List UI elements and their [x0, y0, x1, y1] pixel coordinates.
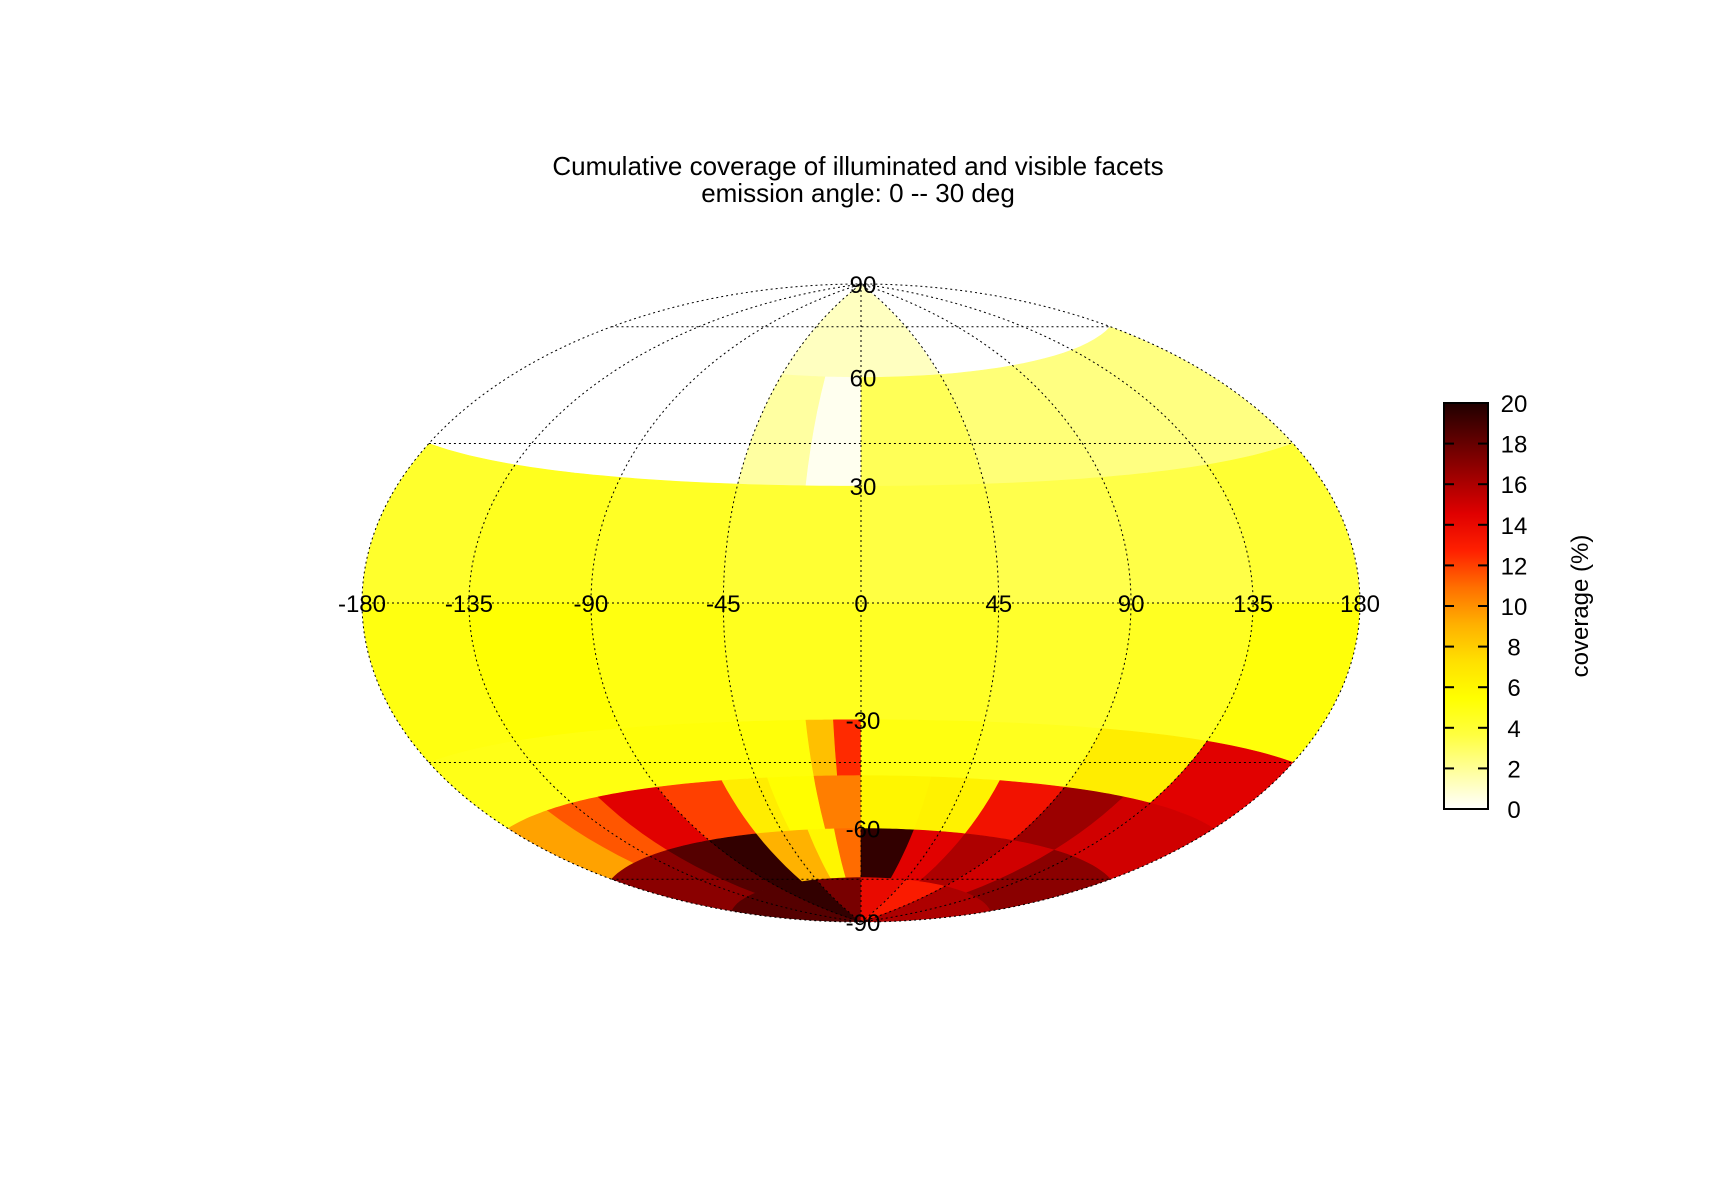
colorbar-tick-label: 2: [1507, 756, 1520, 783]
meridian-line: [860, 283, 1254, 923]
coverage-cell-3-3: [722, 602, 862, 723]
axis-labels: -180 -135 -90 -45 0 45 90 135 180 90 60 30 -30 -60 -90: [338, 272, 1380, 937]
colorbar-tick-label: 8: [1507, 635, 1520, 662]
colorbar-label: coverage (%): [1567, 535, 1594, 678]
coverage-cell-2-5: [983, 477, 1132, 604]
meridian-line: [468, 283, 862, 923]
coverage-cells: [362, 284, 1360, 922]
colorbar-tick-label: 4: [1507, 716, 1520, 743]
graticule: [362, 283, 1360, 923]
chart-title: Cumulative coverage of illuminated and v…: [552, 151, 1164, 181]
lon-tick-label: 180: [1340, 591, 1380, 618]
lat-tick-label: 90: [850, 272, 877, 299]
colorbar-tick-label: 0: [1507, 797, 1520, 824]
lon-tick-label: 45: [985, 591, 1012, 618]
chart-subtitle: emission angle: 0 -- 30 deg: [701, 178, 1015, 208]
lat-tick-label: 60: [850, 365, 877, 392]
lat-tick-label: -30: [846, 708, 881, 735]
colorbar-tick-label: 14: [1501, 513, 1528, 540]
coverage-cell-2-2: [590, 477, 739, 604]
lat-tick-label: -60: [846, 817, 881, 844]
coverage-cell-3-4: [860, 602, 1000, 723]
map-boundary: [361, 283, 1361, 923]
lon-tick-label: -90: [574, 591, 609, 618]
meridian-line: [722, 283, 862, 923]
colorbar: 0 2 4 6 8 10 12 14 16 18 20 coverage (%): [1443, 391, 1594, 824]
lat-tick-label: -90: [846, 910, 881, 937]
colorbar-tick-label: 10: [1501, 594, 1528, 621]
lon-tick-label: 90: [1118, 591, 1145, 618]
meridian-line: [590, 283, 862, 923]
meridian-line: [860, 283, 1000, 923]
lon-tick-label: 135: [1233, 591, 1273, 618]
lon-tick-label: 0: [854, 591, 867, 618]
coverage-cell-3-2: [590, 602, 739, 729]
colorbar-tick-label: 20: [1501, 391, 1528, 418]
lon-tick-label: -135: [445, 591, 493, 618]
meridian-line: [860, 283, 1132, 923]
lat-tick-label: 30: [850, 474, 877, 501]
colorbar-tick-label: 18: [1501, 432, 1528, 459]
coverage-cell-2-4: [860, 483, 1000, 604]
lon-tick-label: -45: [706, 591, 741, 618]
colorbar-tick-label: 6: [1507, 675, 1520, 702]
coverage-cell-2-3: [722, 483, 862, 604]
colorbar-tick-label: 16: [1501, 472, 1528, 499]
lon-tick-label: -180: [338, 591, 386, 618]
coverage-cell-3-5: [983, 602, 1132, 729]
colorbar-tick-label: 12: [1501, 553, 1528, 580]
